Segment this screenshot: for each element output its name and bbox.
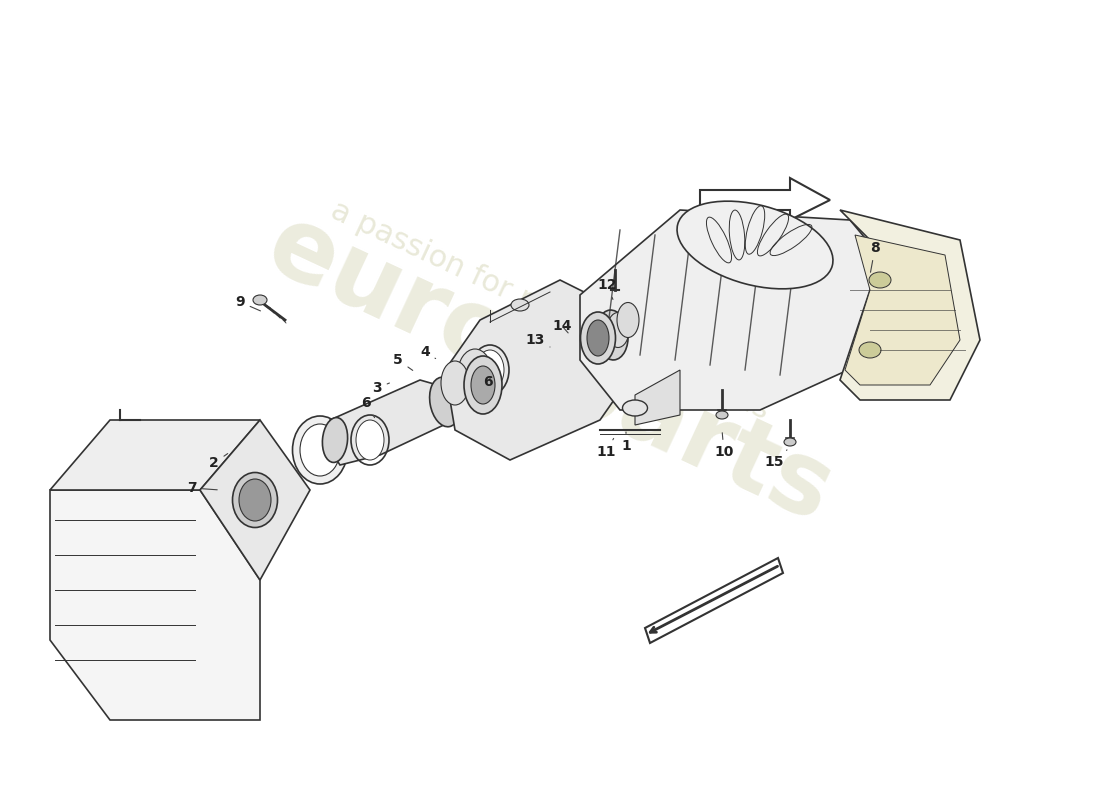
- Ellipse shape: [623, 400, 648, 416]
- Ellipse shape: [293, 416, 348, 484]
- Polygon shape: [50, 420, 260, 490]
- Ellipse shape: [869, 272, 891, 288]
- Text: 4: 4: [420, 345, 436, 359]
- Text: 8: 8: [870, 241, 880, 272]
- Polygon shape: [580, 210, 900, 410]
- Text: 10: 10: [714, 433, 734, 459]
- Text: 5: 5: [393, 353, 412, 370]
- Polygon shape: [200, 420, 310, 580]
- Polygon shape: [446, 280, 635, 460]
- Text: eurosparts: eurosparts: [252, 197, 848, 543]
- Ellipse shape: [617, 302, 639, 338]
- Polygon shape: [700, 178, 830, 220]
- Ellipse shape: [356, 420, 384, 460]
- Text: 6: 6: [483, 375, 493, 389]
- Text: 6: 6: [361, 396, 375, 418]
- Text: 12: 12: [597, 278, 617, 299]
- Ellipse shape: [587, 320, 609, 356]
- Text: 7: 7: [187, 481, 217, 495]
- Ellipse shape: [607, 313, 629, 347]
- Polygon shape: [840, 210, 980, 400]
- Ellipse shape: [676, 201, 833, 289]
- Text: 1: 1: [621, 432, 631, 453]
- Polygon shape: [330, 380, 465, 465]
- Text: 3: 3: [372, 381, 389, 395]
- Ellipse shape: [512, 299, 529, 311]
- Ellipse shape: [784, 438, 796, 446]
- Ellipse shape: [253, 295, 267, 305]
- Polygon shape: [50, 490, 260, 720]
- Polygon shape: [635, 370, 680, 425]
- Ellipse shape: [581, 312, 616, 364]
- Ellipse shape: [471, 366, 495, 404]
- Ellipse shape: [300, 424, 340, 476]
- Text: 13: 13: [526, 333, 550, 347]
- Ellipse shape: [464, 356, 502, 414]
- Text: 9: 9: [235, 295, 261, 311]
- Text: 11: 11: [596, 438, 616, 459]
- Ellipse shape: [430, 378, 461, 426]
- Ellipse shape: [232, 473, 277, 527]
- Polygon shape: [845, 235, 960, 385]
- Ellipse shape: [716, 411, 728, 419]
- Text: 2: 2: [209, 454, 228, 470]
- Ellipse shape: [458, 349, 493, 401]
- Ellipse shape: [476, 350, 504, 390]
- Ellipse shape: [596, 310, 628, 360]
- Text: 14: 14: [552, 319, 572, 333]
- Polygon shape: [645, 558, 783, 643]
- Ellipse shape: [322, 418, 348, 462]
- Text: 15: 15: [764, 450, 786, 469]
- Text: a passion for parts inc. magnus: a passion for parts inc. magnus: [326, 195, 774, 425]
- Ellipse shape: [859, 342, 881, 358]
- Ellipse shape: [441, 361, 469, 405]
- Ellipse shape: [239, 479, 271, 521]
